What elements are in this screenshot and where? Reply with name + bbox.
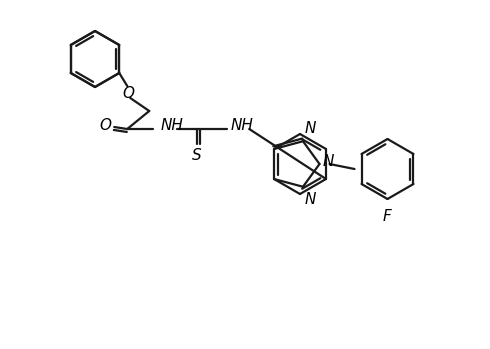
Text: NH: NH	[160, 119, 183, 134]
Text: F: F	[382, 209, 391, 224]
Text: O: O	[122, 86, 134, 101]
Text: N: N	[322, 154, 334, 169]
Text: S: S	[192, 149, 201, 163]
Text: NH: NH	[230, 119, 253, 134]
Text: N: N	[305, 192, 317, 207]
Text: O: O	[99, 118, 111, 133]
Text: N: N	[305, 121, 317, 136]
